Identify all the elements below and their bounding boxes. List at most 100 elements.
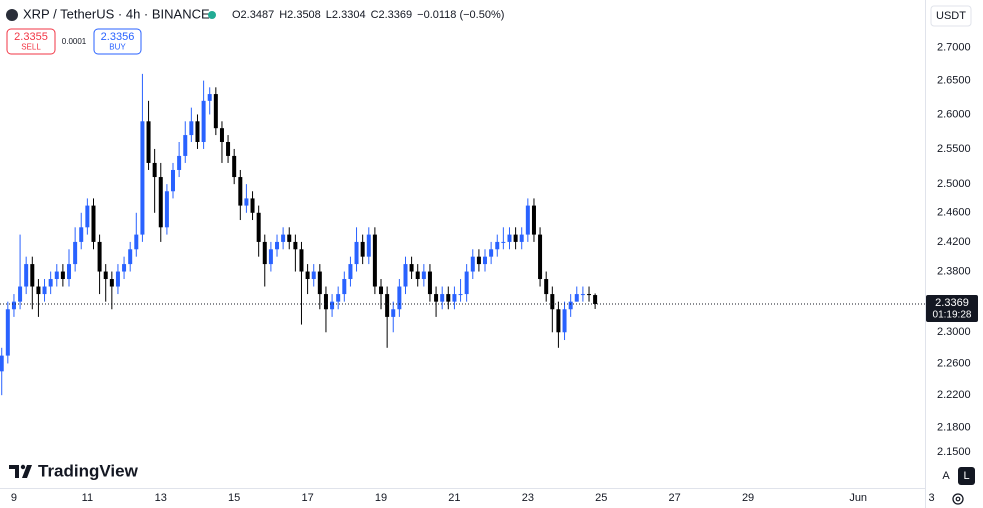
candle-body: [507, 234, 512, 242]
candle-body: [213, 94, 218, 129]
candle-body: [464, 271, 469, 295]
candle-body: [531, 205, 536, 235]
candle-body: [24, 264, 29, 287]
candle-body: [544, 279, 549, 295]
candle-body: [79, 227, 84, 242]
candle-body: [299, 249, 304, 272]
candle-body: [305, 271, 310, 280]
candle-body: [330, 301, 335, 310]
candle-body: [91, 205, 96, 242]
candle-body: [268, 249, 273, 265]
candle-body: [562, 309, 567, 333]
settings-button[interactable]: [952, 493, 964, 505]
x-tick-label: 17: [301, 492, 313, 504]
last-price-label: 2.3369: [935, 297, 969, 309]
candle-body: [587, 294, 592, 296]
candle-body: [232, 155, 237, 178]
y-tick-label: 2.1800: [937, 421, 971, 433]
buy-price[interactable]: 2.3356: [101, 31, 135, 43]
candle-body: [317, 271, 322, 295]
log-scale-button[interactable]: L: [963, 470, 969, 482]
candle-body: [525, 205, 530, 235]
candle-body: [48, 279, 53, 287]
y-tick-label: 2.6500: [937, 75, 971, 87]
candle-body: [397, 286, 402, 310]
candle-body: [195, 121, 200, 142]
candle-body: [54, 271, 59, 280]
symbol-logo[interactable]: [6, 9, 18, 21]
candle-body: [458, 294, 463, 296]
candle-body: [293, 241, 298, 250]
currency-button[interactable]: [930, 5, 972, 27]
ohlc-value: H2.3508: [279, 9, 321, 21]
candle-body: [238, 177, 243, 206]
candle-body: [250, 198, 255, 213]
candle-body: [427, 271, 432, 295]
candle-body: [519, 234, 524, 242]
candle-body: [18, 286, 23, 302]
sell-price[interactable]: 2.3355: [14, 31, 48, 43]
candle-body: [11, 301, 16, 310]
y-tick-label: 2.7000: [937, 41, 971, 53]
currency-label[interactable]: USDT: [936, 10, 966, 22]
buy-label[interactable]: BUY: [109, 43, 126, 52]
auto-scale-button[interactable]: A: [942, 470, 950, 482]
buy-button[interactable]: [93, 28, 142, 55]
candle-body: [122, 264, 127, 272]
candle-body: [42, 286, 47, 295]
candle-body: [103, 271, 108, 280]
x-tick-label: 19: [375, 492, 387, 504]
candle-body: [348, 264, 353, 280]
candle-body: [446, 294, 451, 302]
symbol-title[interactable]: XRP / TetherUS · 4h · BINANCE: [23, 6, 210, 21]
candle-body: [287, 234, 292, 242]
candle-body: [550, 294, 555, 310]
x-tick-label: 25: [595, 492, 607, 504]
y-tick-label: 2.2600: [937, 357, 971, 369]
candle-body: [409, 264, 414, 272]
candle-body: [421, 271, 426, 280]
candle-body: [452, 294, 457, 302]
candle-body: [146, 121, 151, 163]
candle-body: [354, 241, 359, 265]
settings-button-center[interactable]: [955, 496, 961, 502]
candle-body: [226, 141, 231, 156]
candle-body: [5, 309, 10, 356]
candle-body: [495, 241, 500, 250]
spread: 0.0001: [62, 37, 87, 46]
candle-body: [67, 264, 72, 280]
candle-body: [134, 234, 139, 250]
sell-label[interactable]: SELL: [21, 43, 41, 52]
x-tick-label: 13: [155, 492, 167, 504]
candle-body: [219, 128, 224, 142]
y-tick-label: 2.6000: [937, 108, 971, 120]
candle-body: [60, 271, 65, 280]
candle-body: [513, 234, 518, 242]
candle-body: [183, 135, 188, 156]
candle-body: [372, 234, 377, 287]
candle-body: [323, 294, 328, 310]
candle-body: [170, 169, 175, 192]
y-tick-label: 2.3000: [937, 326, 971, 338]
candle-body: [256, 212, 261, 242]
ohlc-value: −0.0118 (−0.50%): [417, 9, 504, 21]
candle-body: [391, 309, 396, 317]
y-tick-label: 2.4200: [937, 236, 971, 248]
plot-area: [0, 73, 925, 396]
log-scale-button-bg[interactable]: [958, 467, 975, 485]
candle-body: [360, 241, 365, 257]
brand-name: TradingView: [38, 461, 139, 480]
candle-body: [440, 294, 445, 302]
sell-button[interactable]: [6, 28, 56, 55]
candle-body: [556, 309, 561, 333]
candle-body: [483, 256, 488, 265]
candle-body: [85, 205, 90, 228]
ohlc-value: O2.3487: [232, 9, 274, 21]
x-tick-label: 15: [228, 492, 240, 504]
candle-body: [152, 162, 157, 178]
candle-body: [73, 241, 78, 265]
candle-body: [568, 301, 573, 310]
y-tick-label: 2.2200: [937, 389, 971, 401]
candle-body: [311, 271, 316, 280]
